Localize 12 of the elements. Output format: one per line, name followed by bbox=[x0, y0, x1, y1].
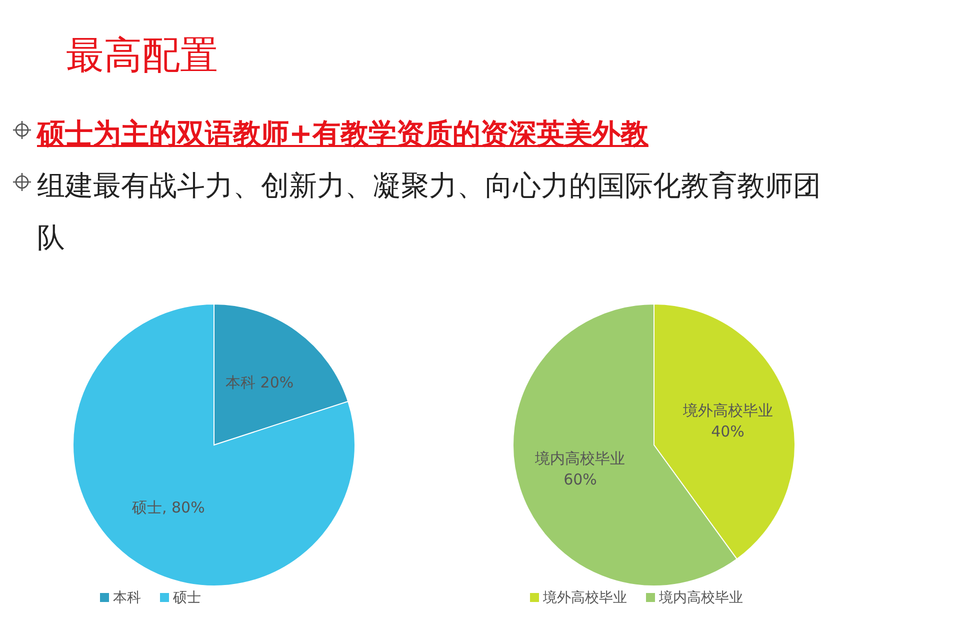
text: 组建最有战斗力、创新力、凝聚力、向心力的国际化教育教师团队 bbox=[37, 168, 822, 256]
legend-label: 本科 bbox=[113, 590, 141, 606]
legend-label: 境外高校毕业 bbox=[542, 590, 627, 606]
data-label: 硕士, 80% bbox=[130, 498, 205, 517]
data-label: 境外高校毕业 40% bbox=[682, 402, 773, 441]
text: 硕士为主的双语教师+有教学资质的资深英美外教 bbox=[37, 116, 648, 152]
data-label: 境内高校毕业 60% bbox=[534, 449, 626, 488]
pie-slice bbox=[72, 304, 356, 586]
data-label: 本科 20% bbox=[226, 373, 294, 392]
legend-label: 硕士 bbox=[172, 590, 201, 606]
legend-label: 境内高校毕业 bbox=[658, 590, 743, 606]
text: 最高配置 bbox=[66, 32, 218, 79]
